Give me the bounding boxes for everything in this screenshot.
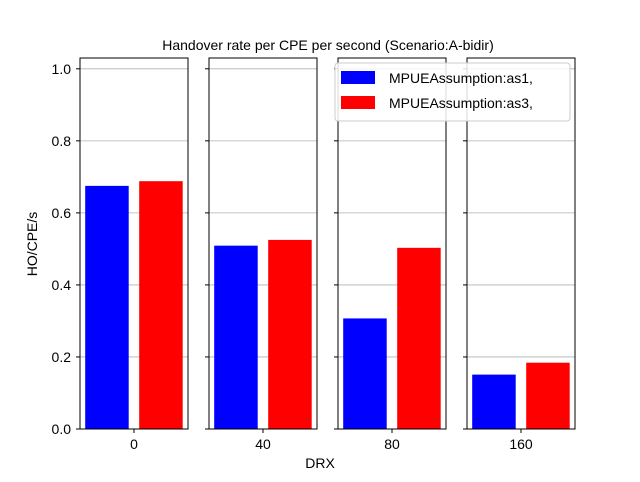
x-tick-label: 40 xyxy=(255,436,271,452)
y-axis: 0.0 0.2 0.4 0.6 0.8 1.0 xyxy=(52,61,72,437)
y-axis-label: HO/CPE/s xyxy=(24,212,40,277)
bar-80-series-2 xyxy=(397,247,441,429)
bar-0-series-1 xyxy=(85,185,129,429)
y-tick-label: 0.6 xyxy=(52,205,72,221)
y-tick-label: 0.4 xyxy=(52,277,72,293)
chart-title: Handover rate per CPE per second (Scenar… xyxy=(162,37,494,53)
legend-swatch xyxy=(341,71,375,84)
legend-label: MPUEAssumption:as1, xyxy=(389,70,533,86)
y-tick-label: 0.2 xyxy=(52,349,72,365)
bar-40-series-2 xyxy=(268,239,312,429)
legend-swatch xyxy=(341,96,375,109)
chart-panels: 0 40 80 160 xyxy=(76,57,576,452)
legend-box xyxy=(334,62,571,122)
y-tick-label: 1.0 xyxy=(52,61,72,77)
panel-40: 40 xyxy=(205,57,318,452)
panel-80: 80 xyxy=(334,57,447,452)
legend-label: MPUEAssumption:as3, xyxy=(389,95,533,111)
y-tick-label: 0.0 xyxy=(52,421,72,437)
bar-0-series-2 xyxy=(139,181,183,429)
y-tick-label: 0.8 xyxy=(52,133,72,149)
legend: MPUEAssumption:as1, MPUEAssumption:as3, xyxy=(334,62,571,122)
x-tick-label: 80 xyxy=(384,436,400,452)
bar-160-series-2 xyxy=(526,362,570,429)
panel-0: 0 xyxy=(76,57,189,452)
x-axis-label: DRX xyxy=(305,455,335,471)
x-tick-label: 160 xyxy=(509,436,533,452)
bar-80-series-1 xyxy=(343,318,387,429)
bar-160-series-1 xyxy=(472,374,516,429)
x-tick-label: 0 xyxy=(130,436,138,452)
bar-40-series-1 xyxy=(214,245,258,429)
